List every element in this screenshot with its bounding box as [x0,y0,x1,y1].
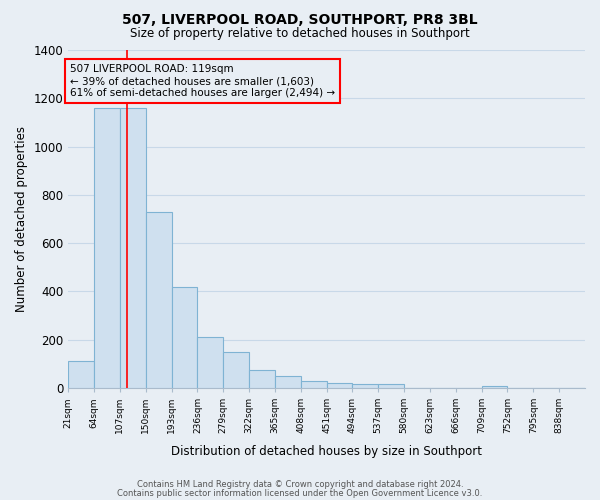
Bar [68,362,94,388]
Bar [197,338,223,388]
X-axis label: Distribution of detached houses by size in Southport: Distribution of detached houses by size … [171,444,482,458]
Bar [172,286,197,388]
Bar [249,370,275,388]
Text: Size of property relative to detached houses in Southport: Size of property relative to detached ho… [130,28,470,40]
Bar [146,212,172,388]
Bar [482,386,508,388]
Text: Contains public sector information licensed under the Open Government Licence v3: Contains public sector information licen… [118,488,482,498]
Text: 507 LIVERPOOL ROAD: 119sqm
← 39% of detached houses are smaller (1,603)
61% of s: 507 LIVERPOOL ROAD: 119sqm ← 39% of deta… [70,64,335,98]
Bar [326,383,352,388]
Y-axis label: Number of detached properties: Number of detached properties [15,126,28,312]
Bar [275,376,301,388]
Bar [352,384,378,388]
Text: 507, LIVERPOOL ROAD, SOUTHPORT, PR8 3BL: 507, LIVERPOOL ROAD, SOUTHPORT, PR8 3BL [122,12,478,26]
Bar [378,384,404,388]
Text: Contains HM Land Registry data © Crown copyright and database right 2024.: Contains HM Land Registry data © Crown c… [137,480,463,489]
Bar [94,108,120,388]
Bar [301,380,326,388]
Bar [223,352,249,388]
Bar [120,108,146,388]
